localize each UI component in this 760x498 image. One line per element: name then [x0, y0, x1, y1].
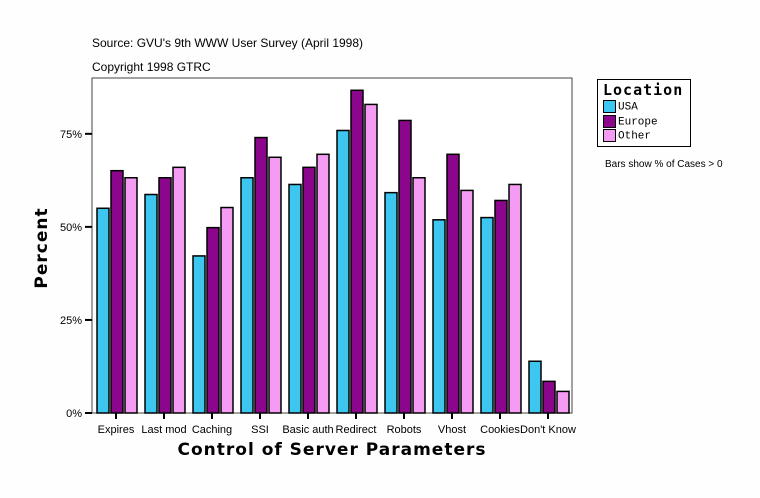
- bar-usa: [144, 193, 158, 414]
- x-tick-label: Cookies: [480, 424, 520, 436]
- bar-usa: [96, 207, 110, 414]
- x-tick-label: Don't Know: [520, 424, 576, 436]
- bar-usa: [240, 177, 254, 414]
- x-tick-label: Caching: [192, 424, 232, 436]
- legend-swatch: [603, 100, 616, 113]
- copyright-text: Copyright 1998 GTRC: [92, 60, 211, 74]
- x-tick-label: Expires: [98, 424, 135, 436]
- bar-other: [316, 153, 330, 414]
- bar-other: [268, 156, 282, 414]
- source-text: Source: GVU's 9th WWW User Survey (April…: [92, 36, 364, 50]
- legend-item-europe: Europe: [603, 115, 658, 128]
- bar-usa: [192, 255, 206, 414]
- bar-europe: [398, 119, 412, 414]
- bar-other: [124, 177, 138, 414]
- legend-label: Europe: [618, 116, 658, 129]
- bar-other: [172, 166, 186, 414]
- legend-item-other: Other: [603, 129, 651, 142]
- bar-europe: [206, 226, 220, 414]
- bar-europe: [254, 136, 268, 414]
- x-tick-label: Basic auth: [282, 424, 333, 436]
- x-tick-label: Last mod: [141, 424, 186, 436]
- bar-usa: [480, 216, 494, 414]
- cases-note: Bars show % of Cases > 0: [605, 159, 723, 170]
- bar-usa: [528, 360, 542, 414]
- bar-europe: [542, 380, 556, 414]
- bar-usa: [384, 191, 398, 414]
- bar-europe: [302, 166, 316, 414]
- bar-europe: [446, 153, 460, 414]
- legend: Location USA Europe Other: [597, 79, 691, 147]
- legend-item-usa: USA: [603, 100, 638, 113]
- bar-other: [508, 183, 522, 414]
- bar-other: [412, 177, 426, 414]
- x-tick-label: Vhost: [438, 424, 466, 436]
- x-tick-label: Robots: [387, 424, 422, 436]
- bar-other: [460, 189, 474, 414]
- legend-swatch: [603, 115, 616, 128]
- x-axis-label: Control of Server Parameters: [177, 440, 487, 460]
- bar-europe: [158, 177, 172, 414]
- bar-other: [364, 103, 378, 414]
- bar-europe: [110, 169, 124, 414]
- x-tick-label: SSI: [251, 424, 269, 436]
- y-tick-label: 25%: [60, 315, 82, 327]
- bar-usa: [432, 219, 446, 414]
- bar-usa: [336, 129, 350, 414]
- y-tick-label: 75%: [60, 129, 82, 141]
- legend-title: Location: [603, 81, 684, 99]
- bar-europe: [350, 89, 364, 414]
- y-tick-label: 50%: [60, 222, 82, 234]
- y-axis-label: Percent: [32, 207, 52, 289]
- legend-label: USA: [618, 101, 638, 114]
- x-tick-label: Redirect: [336, 424, 377, 436]
- legend-swatch: [603, 129, 616, 142]
- legend-label: Other: [618, 130, 652, 143]
- bar-europe: [494, 199, 508, 414]
- bar-other: [556, 390, 570, 414]
- y-tick-label: 0%: [66, 408, 82, 420]
- bar-other: [220, 206, 234, 414]
- bar-usa: [288, 183, 302, 414]
